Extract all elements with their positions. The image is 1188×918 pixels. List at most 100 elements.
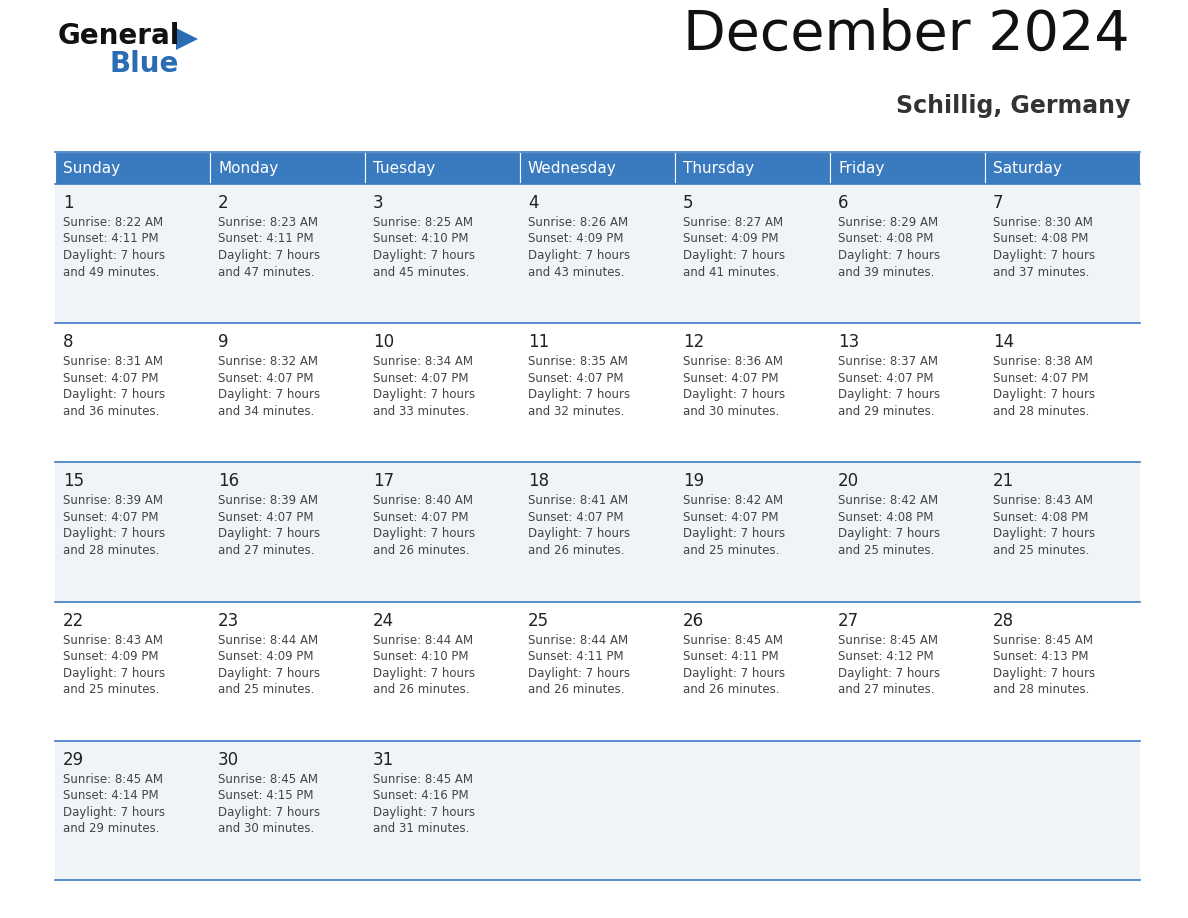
- Text: Tuesday: Tuesday: [373, 161, 435, 175]
- Text: 3: 3: [373, 194, 384, 212]
- Bar: [365, 741, 520, 880]
- Text: Monday: Monday: [219, 161, 278, 175]
- Text: Daylight: 7 hours: Daylight: 7 hours: [63, 528, 165, 541]
- Text: 14: 14: [993, 333, 1015, 352]
- Text: Sunset: 4:13 PM: Sunset: 4:13 PM: [993, 650, 1088, 663]
- Text: and 36 minutes.: and 36 minutes.: [63, 405, 159, 418]
- Text: Sunset: 4:10 PM: Sunset: 4:10 PM: [373, 232, 468, 245]
- Text: and 32 minutes.: and 32 minutes.: [527, 405, 625, 418]
- Text: and 45 minutes.: and 45 minutes.: [373, 265, 469, 278]
- Text: Daylight: 7 hours: Daylight: 7 hours: [838, 666, 940, 679]
- Text: and 30 minutes.: and 30 minutes.: [683, 405, 779, 418]
- Text: Daylight: 7 hours: Daylight: 7 hours: [993, 249, 1095, 262]
- Bar: [365, 184, 520, 323]
- Text: Sunset: 4:09 PM: Sunset: 4:09 PM: [683, 232, 778, 245]
- Text: and 25 minutes.: and 25 minutes.: [838, 543, 935, 557]
- Text: 8: 8: [63, 333, 74, 352]
- Text: Sunrise: 8:29 AM: Sunrise: 8:29 AM: [838, 216, 939, 229]
- Bar: [675, 323, 830, 463]
- Text: Sunset: 4:14 PM: Sunset: 4:14 PM: [63, 789, 159, 802]
- Text: Daylight: 7 hours: Daylight: 7 hours: [838, 249, 940, 262]
- Text: 28: 28: [993, 611, 1015, 630]
- Text: and 27 minutes.: and 27 minutes.: [838, 683, 935, 696]
- Bar: [830, 323, 985, 463]
- Text: Sunrise: 8:45 AM: Sunrise: 8:45 AM: [373, 773, 473, 786]
- Bar: [520, 152, 675, 184]
- Bar: [365, 601, 520, 741]
- Text: 16: 16: [219, 473, 239, 490]
- Text: Sunday: Sunday: [63, 161, 120, 175]
- Text: Sunrise: 8:45 AM: Sunrise: 8:45 AM: [219, 773, 318, 786]
- Bar: [365, 152, 520, 184]
- Text: 7: 7: [993, 194, 1004, 212]
- Bar: [55, 463, 210, 601]
- Text: Schillig, Germany: Schillig, Germany: [896, 94, 1130, 118]
- Text: and 47 minutes.: and 47 minutes.: [219, 265, 315, 278]
- Text: Sunset: 4:07 PM: Sunset: 4:07 PM: [683, 372, 778, 385]
- Text: Daylight: 7 hours: Daylight: 7 hours: [527, 388, 630, 401]
- Text: Sunset: 4:07 PM: Sunset: 4:07 PM: [373, 372, 468, 385]
- Text: Daylight: 7 hours: Daylight: 7 hours: [219, 666, 320, 679]
- Text: Sunset: 4:08 PM: Sunset: 4:08 PM: [993, 511, 1088, 524]
- Text: 20: 20: [838, 473, 859, 490]
- Bar: [520, 601, 675, 741]
- Bar: [830, 152, 985, 184]
- Text: 6: 6: [838, 194, 848, 212]
- Bar: [675, 601, 830, 741]
- Polygon shape: [176, 28, 198, 50]
- Text: 15: 15: [63, 473, 84, 490]
- Text: Sunrise: 8:45 AM: Sunrise: 8:45 AM: [683, 633, 783, 646]
- Bar: [675, 463, 830, 601]
- Text: Sunset: 4:09 PM: Sunset: 4:09 PM: [63, 650, 158, 663]
- Bar: [830, 601, 985, 741]
- Text: and 25 minutes.: and 25 minutes.: [219, 683, 315, 696]
- Bar: [520, 463, 675, 601]
- Bar: [675, 152, 830, 184]
- Text: and 26 minutes.: and 26 minutes.: [373, 683, 469, 696]
- Text: Sunset: 4:11 PM: Sunset: 4:11 PM: [63, 232, 159, 245]
- Text: Sunset: 4:07 PM: Sunset: 4:07 PM: [63, 372, 158, 385]
- Text: Sunset: 4:07 PM: Sunset: 4:07 PM: [63, 511, 158, 524]
- Text: Sunrise: 8:41 AM: Sunrise: 8:41 AM: [527, 495, 628, 508]
- Text: 13: 13: [838, 333, 859, 352]
- Text: 19: 19: [683, 473, 704, 490]
- Bar: [520, 184, 675, 323]
- Text: Sunrise: 8:30 AM: Sunrise: 8:30 AM: [993, 216, 1093, 229]
- Text: Sunset: 4:09 PM: Sunset: 4:09 PM: [219, 650, 314, 663]
- Text: Daylight: 7 hours: Daylight: 7 hours: [683, 528, 785, 541]
- Text: 31: 31: [373, 751, 394, 768]
- Bar: [55, 323, 210, 463]
- Text: and 33 minutes.: and 33 minutes.: [373, 405, 469, 418]
- Text: Blue: Blue: [110, 50, 179, 78]
- Text: Daylight: 7 hours: Daylight: 7 hours: [838, 388, 940, 401]
- Text: Sunset: 4:07 PM: Sunset: 4:07 PM: [527, 372, 624, 385]
- Bar: [210, 152, 365, 184]
- Bar: [985, 184, 1140, 323]
- Text: Sunrise: 8:26 AM: Sunrise: 8:26 AM: [527, 216, 628, 229]
- Bar: [55, 152, 210, 184]
- Text: Daylight: 7 hours: Daylight: 7 hours: [219, 806, 320, 819]
- Text: 30: 30: [219, 751, 239, 768]
- Text: 26: 26: [683, 611, 704, 630]
- Bar: [830, 741, 985, 880]
- Text: Sunrise: 8:23 AM: Sunrise: 8:23 AM: [219, 216, 318, 229]
- Text: Daylight: 7 hours: Daylight: 7 hours: [63, 388, 165, 401]
- Text: and 25 minutes.: and 25 minutes.: [993, 543, 1089, 557]
- Text: Sunrise: 8:38 AM: Sunrise: 8:38 AM: [993, 355, 1093, 368]
- Text: Daylight: 7 hours: Daylight: 7 hours: [63, 806, 165, 819]
- Text: Sunset: 4:10 PM: Sunset: 4:10 PM: [373, 650, 468, 663]
- Text: Sunrise: 8:39 AM: Sunrise: 8:39 AM: [219, 495, 318, 508]
- Bar: [210, 601, 365, 741]
- Text: Sunset: 4:12 PM: Sunset: 4:12 PM: [838, 650, 934, 663]
- Text: Sunrise: 8:39 AM: Sunrise: 8:39 AM: [63, 495, 163, 508]
- Text: 22: 22: [63, 611, 84, 630]
- Text: Daylight: 7 hours: Daylight: 7 hours: [63, 666, 165, 679]
- Bar: [210, 463, 365, 601]
- Bar: [365, 323, 520, 463]
- Text: Sunset: 4:15 PM: Sunset: 4:15 PM: [219, 789, 314, 802]
- Text: Sunrise: 8:44 AM: Sunrise: 8:44 AM: [219, 633, 318, 646]
- Text: Daylight: 7 hours: Daylight: 7 hours: [373, 528, 475, 541]
- Text: Daylight: 7 hours: Daylight: 7 hours: [838, 528, 940, 541]
- Text: Sunrise: 8:42 AM: Sunrise: 8:42 AM: [683, 495, 783, 508]
- Text: and 37 minutes.: and 37 minutes.: [993, 265, 1089, 278]
